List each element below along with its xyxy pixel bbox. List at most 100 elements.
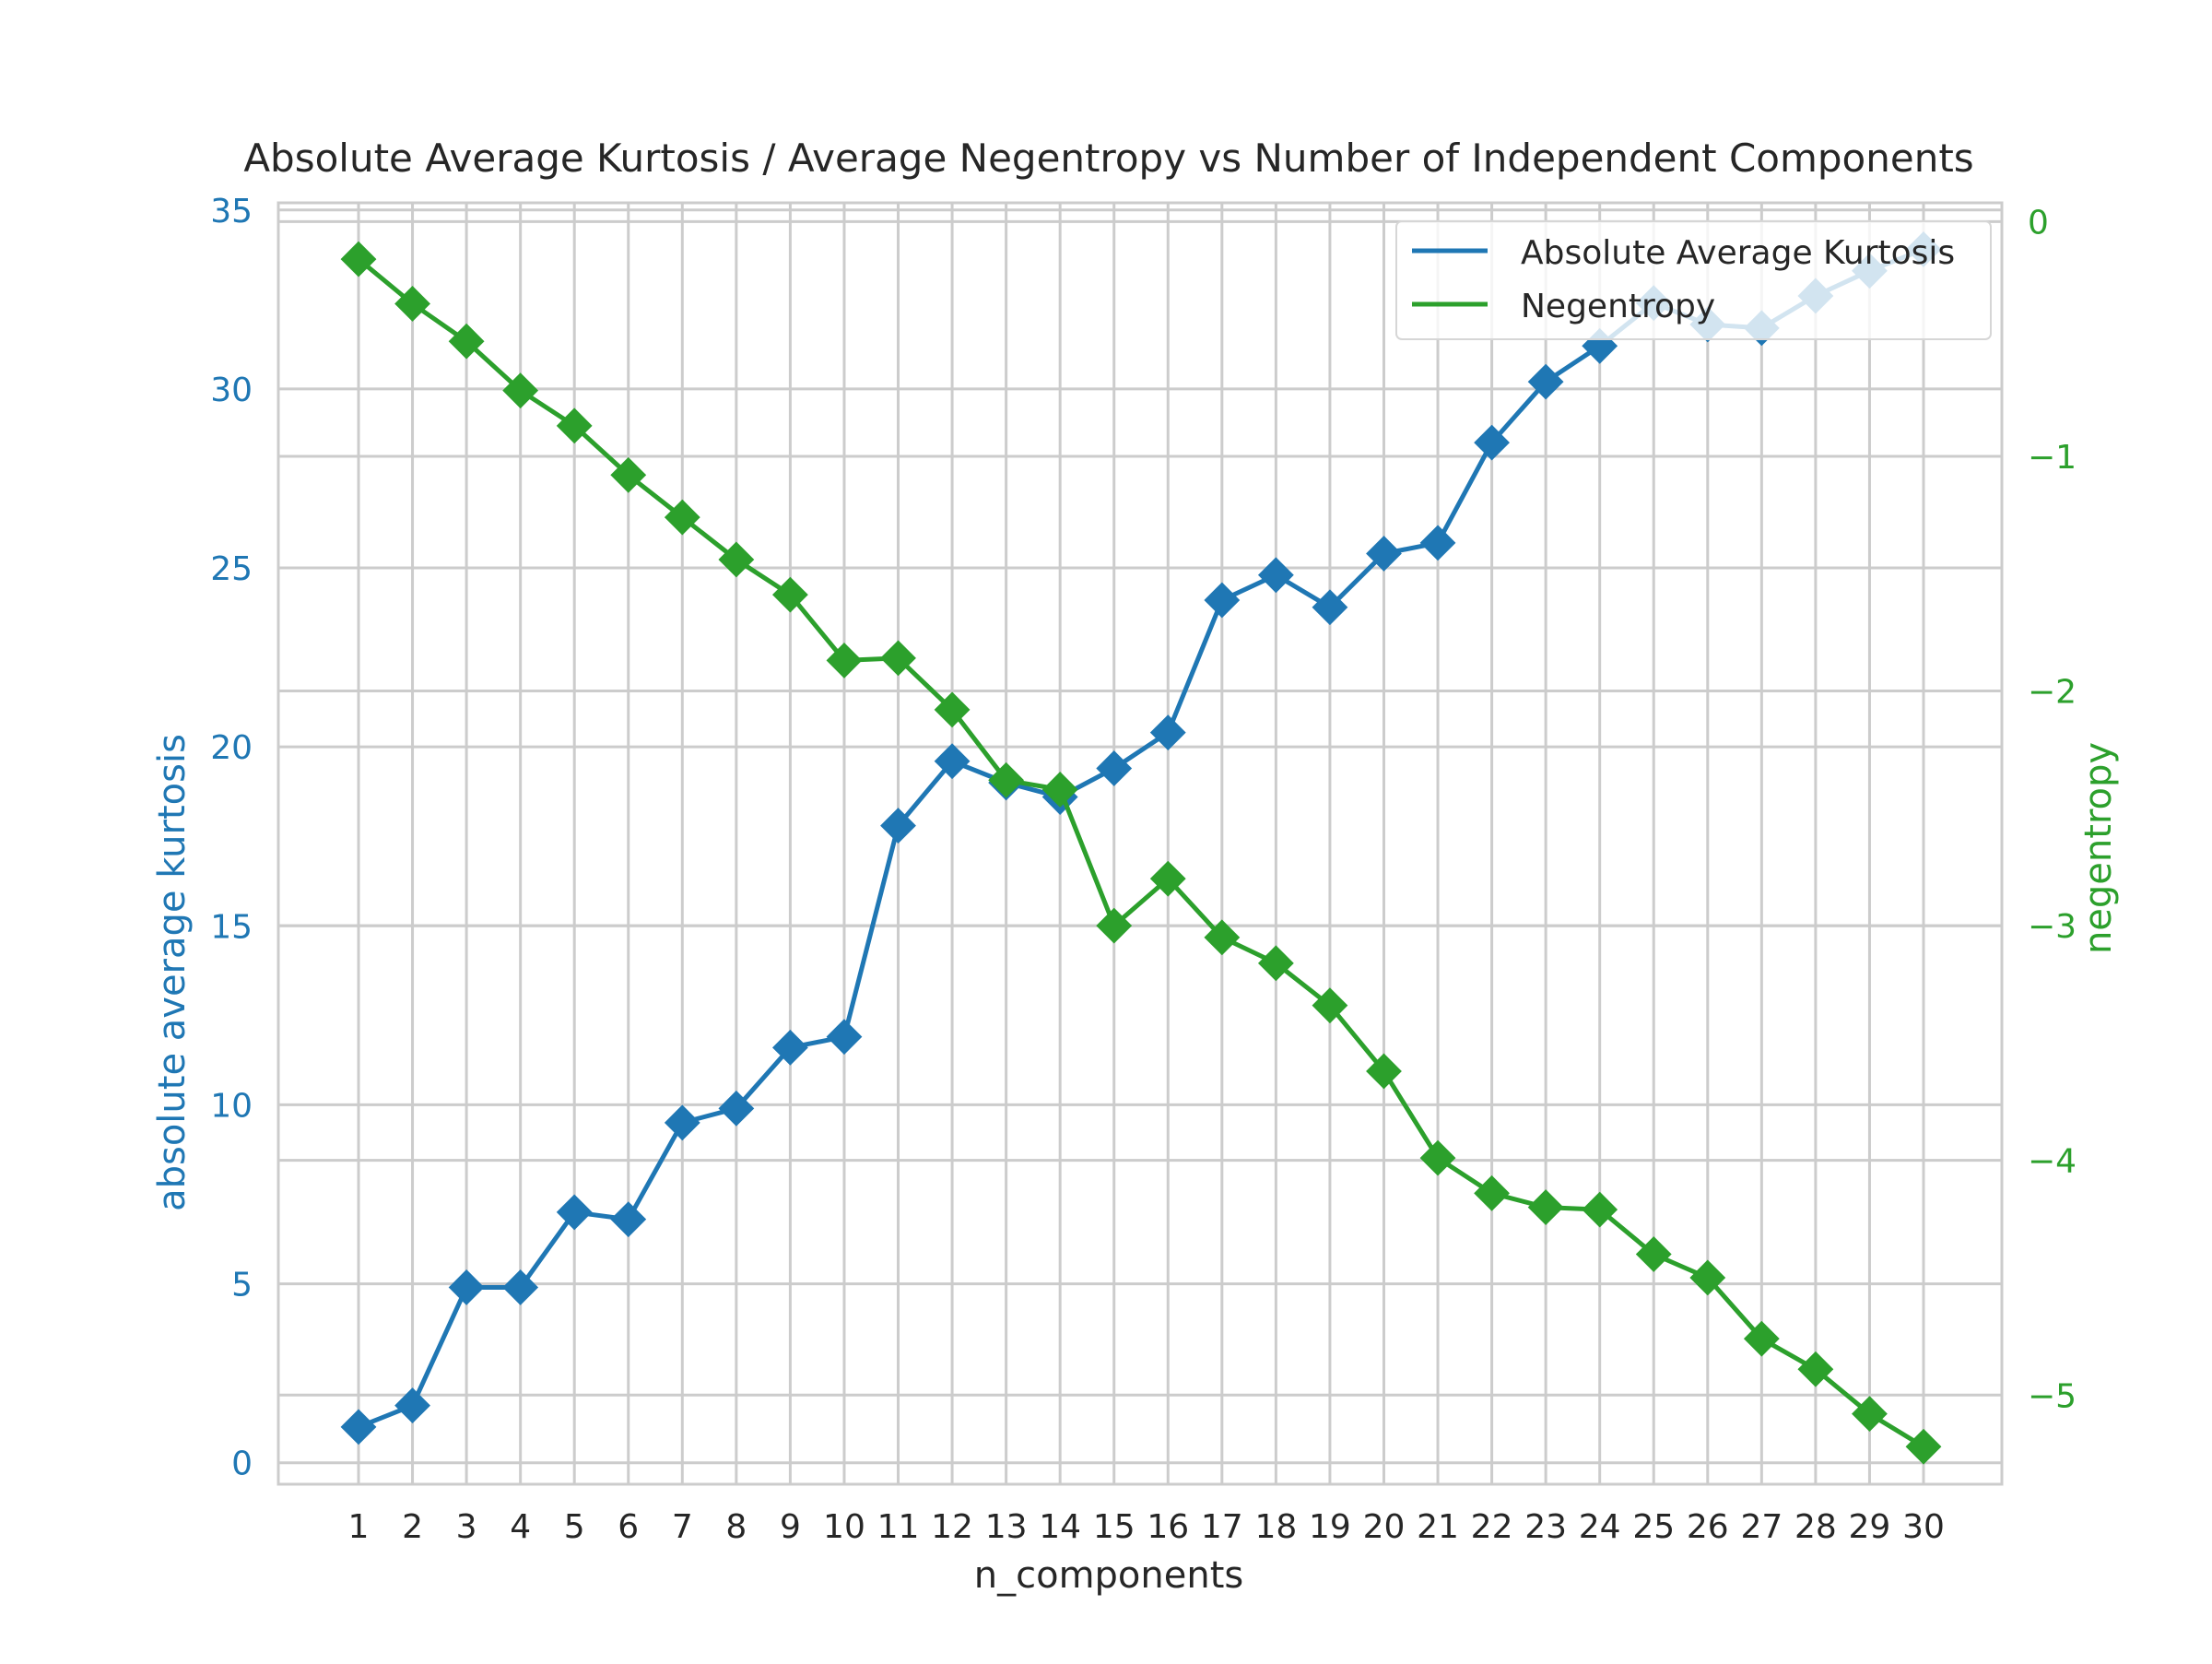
data-point-negentropy: [1257, 945, 1294, 982]
data-point-absolute-average-kurtosis: [934, 743, 971, 780]
x-tick-label: 21: [1417, 1508, 1459, 1546]
x-tick-label: 7: [672, 1508, 693, 1546]
data-point-absolute-average-kurtosis: [1096, 750, 1133, 786]
data-point-negentropy: [1041, 772, 1078, 808]
legend: Absolute Average Kurtosis Negentropy: [1395, 220, 1992, 340]
x-tick-label: 17: [1201, 1508, 1243, 1546]
data-point-negentropy: [1743, 1320, 1780, 1357]
data-point-absolute-average-kurtosis: [1366, 536, 1402, 572]
data-point-negentropy: [1204, 919, 1241, 956]
data-point-absolute-average-kurtosis: [448, 1269, 485, 1305]
data-point-absolute-average-kurtosis: [1312, 589, 1348, 626]
data-point-absolute-average-kurtosis: [826, 1019, 863, 1056]
data-point-absolute-average-kurtosis: [1257, 557, 1294, 594]
data-point-absolute-average-kurtosis: [340, 1409, 377, 1446]
x-tick-label: 9: [780, 1508, 801, 1546]
left-y-tick-label: 5: [231, 1267, 253, 1304]
data-point-negentropy: [1635, 1236, 1672, 1272]
x-tick-label: 23: [1524, 1508, 1567, 1546]
data-point-absolute-average-kurtosis: [610, 1201, 647, 1238]
right-y-axis-label: negentropy: [2077, 742, 2120, 954]
right-y-tick-label: −1: [2028, 439, 2077, 477]
data-point-absolute-average-kurtosis: [718, 1090, 755, 1127]
data-point-negentropy: [610, 456, 647, 493]
data-point-negentropy: [1149, 860, 1186, 897]
x-tick-label: 26: [1687, 1508, 1729, 1546]
data-point-negentropy: [1527, 1189, 1564, 1226]
x-tick-label: 1: [348, 1508, 370, 1546]
legend-box: [1395, 220, 1992, 340]
x-tick-label: 5: [564, 1508, 585, 1546]
data-point-negentropy: [448, 323, 485, 360]
plot-frame: [276, 201, 2004, 1486]
data-point-absolute-average-kurtosis: [1419, 525, 1456, 561]
data-point-negentropy: [340, 241, 377, 277]
data-point-negentropy: [664, 499, 700, 536]
x-tick-label: 20: [1363, 1508, 1406, 1546]
data-point-negentropy: [934, 691, 971, 728]
data-point-negentropy: [988, 761, 1025, 798]
x-tick-label: 28: [1794, 1508, 1837, 1546]
x-tick-label: 3: [456, 1508, 477, 1546]
data-point-negentropy: [718, 541, 755, 578]
x-tick-label: 10: [823, 1508, 865, 1546]
data-point-absolute-average-kurtosis: [502, 1269, 539, 1305]
data-point-absolute-average-kurtosis: [1527, 363, 1564, 400]
left-y-tick-label: 15: [210, 908, 253, 946]
right-y-tick-label: −3: [2028, 908, 2077, 946]
data-point-negentropy: [1852, 1396, 1888, 1433]
data-point-negentropy: [880, 640, 916, 677]
data-point-negentropy: [556, 407, 593, 444]
right-y-tick-label: −5: [2028, 1377, 2077, 1415]
x-tick-label: 2: [402, 1508, 423, 1546]
left-y-tick-label: 0: [231, 1446, 253, 1483]
data-point-negentropy: [1366, 1053, 1402, 1090]
x-tick-label: 6: [618, 1508, 639, 1546]
x-tick-label: 8: [725, 1508, 747, 1546]
left-y-tick-label: 35: [210, 193, 253, 230]
x-tick-label: 11: [877, 1508, 920, 1546]
left-y-axis-label: absolute average kurtosis: [151, 734, 194, 1211]
x-tick-label: 12: [931, 1508, 973, 1546]
x-tick-label: 15: [1093, 1508, 1135, 1546]
data-point-negentropy: [1474, 1174, 1511, 1211]
x-tick-label: 18: [1254, 1508, 1297, 1546]
data-point-negentropy: [1689, 1259, 1726, 1296]
data-point-absolute-average-kurtosis: [1474, 424, 1511, 461]
left-y-tick-label: 10: [210, 1087, 253, 1125]
data-point-negentropy: [1096, 907, 1133, 944]
left-y-tick-label: 20: [210, 729, 253, 767]
x-tick-label: 4: [510, 1508, 531, 1546]
x-tick-label: 25: [1632, 1508, 1675, 1546]
chart-title: Absolute Average Kurtosis / Average Nege…: [243, 136, 1973, 181]
x-tick-label: 24: [1579, 1508, 1621, 1546]
data-point-negentropy: [826, 643, 863, 679]
data-point-absolute-average-kurtosis: [880, 808, 916, 844]
left-y-tick-label: 25: [210, 550, 253, 588]
x-tick-label: 22: [1471, 1508, 1513, 1546]
legend-label-kurtosis: Absolute Average Kurtosis: [1521, 234, 1955, 272]
data-point-negentropy: [771, 576, 808, 613]
data-point-absolute-average-kurtosis: [556, 1194, 593, 1231]
x-tick-label: 30: [1902, 1508, 1945, 1546]
x-tick-label: 14: [1039, 1508, 1081, 1546]
x-tick-label: 29: [1849, 1508, 1891, 1546]
data-point-absolute-average-kurtosis: [664, 1104, 700, 1141]
data-point-negentropy: [1312, 987, 1348, 1024]
right-y-tick-label: 0: [2028, 204, 2049, 242]
x-tick-label: 19: [1309, 1508, 1351, 1546]
x-tick-label: 27: [1740, 1508, 1783, 1546]
data-point-negentropy: [1582, 1191, 1618, 1228]
x-axis-label: n_components: [974, 1554, 1243, 1597]
legend-label-negentropy: Negentropy: [1521, 288, 1715, 325]
data-point-negentropy: [1419, 1139, 1456, 1176]
right-y-tick-label: −4: [2028, 1143, 2077, 1181]
data-point-absolute-average-kurtosis: [394, 1387, 430, 1423]
right-y-tick-label: −2: [2028, 674, 2077, 712]
data-point-absolute-average-kurtosis: [1149, 714, 1186, 751]
data-point-negentropy: [1905, 1428, 1942, 1465]
data-point-negentropy: [1797, 1351, 1834, 1387]
